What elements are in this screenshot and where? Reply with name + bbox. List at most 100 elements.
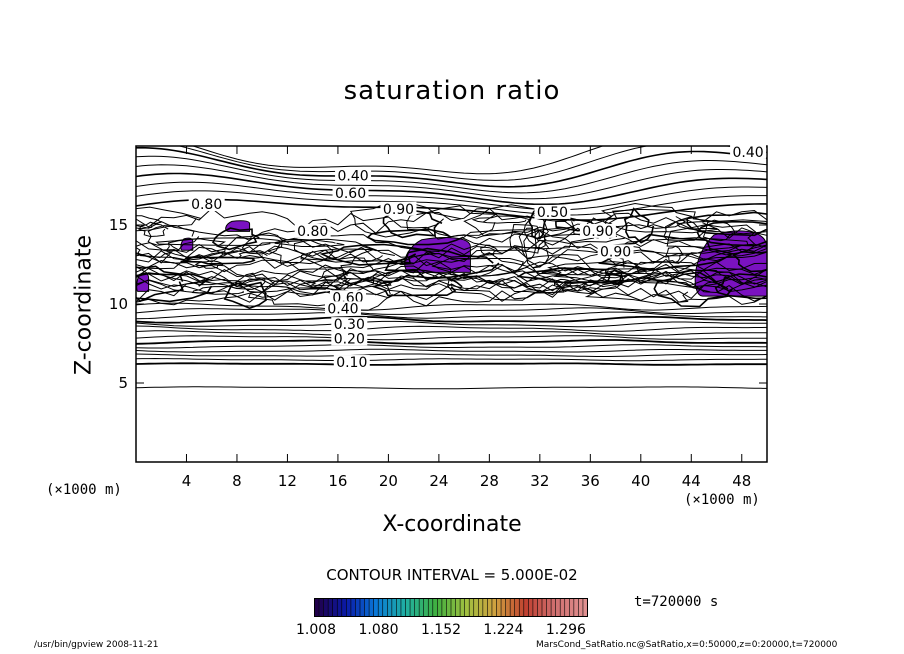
colorbar-cell: [469, 598, 474, 617]
contour-line: [136, 348, 767, 353]
contour-line: [136, 245, 767, 272]
contour-line: [136, 238, 767, 263]
colorbar-cell: [532, 598, 538, 617]
x-tick-label: 40: [631, 472, 650, 490]
contour-line: [136, 362, 767, 366]
colorbar-tick: 1.152: [420, 622, 462, 638]
contour-label: 0.90: [582, 224, 613, 240]
footer-left: /usr/bin/gpview 2008-11-21: [34, 640, 159, 650]
y-tick-label: 10: [109, 295, 128, 313]
y-unit-label: (×1000 m): [46, 482, 122, 498]
colorbar-cell: [328, 598, 333, 617]
contour-line: [136, 281, 767, 307]
contour-label: 0.60: [335, 186, 366, 202]
x-unit-label: (×1000 m): [684, 492, 760, 508]
contour-label: 0.40: [327, 301, 358, 317]
contour-line: [136, 265, 184, 303]
colorbar-cell: [428, 598, 433, 617]
contour-line: [136, 206, 201, 232]
contour-line: [177, 146, 767, 181]
colorbar-cell: [564, 598, 570, 617]
x-tick-label: 28: [480, 472, 499, 490]
contour-line: [666, 224, 757, 256]
contour-line: [136, 243, 767, 271]
contour-line: [136, 357, 767, 362]
contour-line: [406, 205, 498, 240]
contour-line: [665, 245, 684, 264]
colorbar-cell: [400, 598, 406, 617]
contour-line: [237, 251, 268, 260]
colorbar-cell: [382, 598, 388, 617]
colorbar-cell: [542, 598, 547, 617]
contour-line: [136, 320, 767, 328]
colorbar-cell: [451, 598, 456, 617]
contour-label: 0.80: [191, 197, 222, 213]
contour-label: 0.40: [337, 169, 368, 185]
supersaturation-region: [180, 237, 194, 251]
colorbar-tick: 1.080: [358, 622, 399, 638]
x-tick-label: 44: [682, 472, 701, 490]
contour-line: [136, 335, 767, 341]
colorbar-cell: [582, 598, 588, 617]
contour-line: [732, 250, 767, 273]
colorbar-cell: [537, 598, 542, 617]
contour-line: [136, 330, 767, 336]
x-tick-label: 48: [732, 472, 751, 490]
colorbar-cell: [478, 598, 483, 617]
contour-line: [136, 302, 767, 311]
colorbar-cell: [487, 598, 492, 617]
contour-line: [676, 219, 767, 235]
contour-line: [136, 274, 767, 303]
contour-line: [138, 221, 169, 238]
contour-line: [136, 172, 767, 206]
contour-line: [241, 232, 290, 255]
footer-right: MarsCond_SatRatio.nc@SatRatio,x=0:50000,…: [536, 640, 838, 650]
colorbar-cell: [464, 598, 470, 617]
contour-line: [431, 257, 529, 278]
colorbar-cell: [391, 598, 397, 617]
colorbar-cell: [555, 598, 561, 617]
colorbar-cell: [332, 598, 338, 617]
colorbar-cell: [419, 598, 424, 617]
contour-line: [136, 155, 767, 194]
colorbar-cell: [455, 598, 461, 617]
contour-label: 0.20: [334, 331, 365, 347]
contour-line: [136, 207, 767, 235]
x-tick-label: 12: [278, 472, 297, 490]
colorbar-cell: [491, 598, 497, 617]
contour-line: [136, 315, 767, 324]
contour-line: [136, 276, 767, 303]
colorbar-cell: [510, 598, 515, 617]
contour-line: [136, 344, 767, 349]
colorbar-tick: 1.224: [483, 622, 524, 638]
colorbar-cell: [437, 598, 442, 617]
contour-label: 0.40: [732, 145, 763, 161]
contour-line: [136, 146, 767, 188]
contour-label: 0.10: [336, 355, 367, 371]
contour-line: [136, 267, 767, 294]
contour-interval-label: CONTOUR INTERVAL = 5.000E-02: [326, 566, 578, 584]
colorbar-cell: [446, 598, 451, 617]
contour-label: 0.90: [383, 202, 414, 218]
colorbar-cell: [314, 598, 320, 617]
colorbar-cell: [410, 598, 415, 617]
colorbar-cell: [546, 598, 552, 617]
contour-line: [136, 386, 767, 390]
colorbar-cell: [441, 598, 447, 617]
contour-label: 0.80: [297, 224, 328, 240]
colorbar-cell: [350, 598, 356, 617]
colorbar-cell: [519, 598, 524, 617]
colorbar-cell: [501, 598, 506, 617]
colorbar-cell: [560, 598, 565, 617]
colorbar-ticks: 1.008 1.080 1.152 1.224 1.296: [296, 622, 586, 638]
contour-line: [136, 325, 767, 332]
colorbar-cell: [514, 598, 520, 617]
contour-line: [447, 270, 565, 301]
contour-line: [471, 215, 530, 224]
colorbar-cell: [423, 598, 429, 617]
y-tick-label: 15: [109, 216, 128, 234]
x-tick-label: 16: [328, 472, 347, 490]
colorbar-cell: [360, 598, 365, 617]
